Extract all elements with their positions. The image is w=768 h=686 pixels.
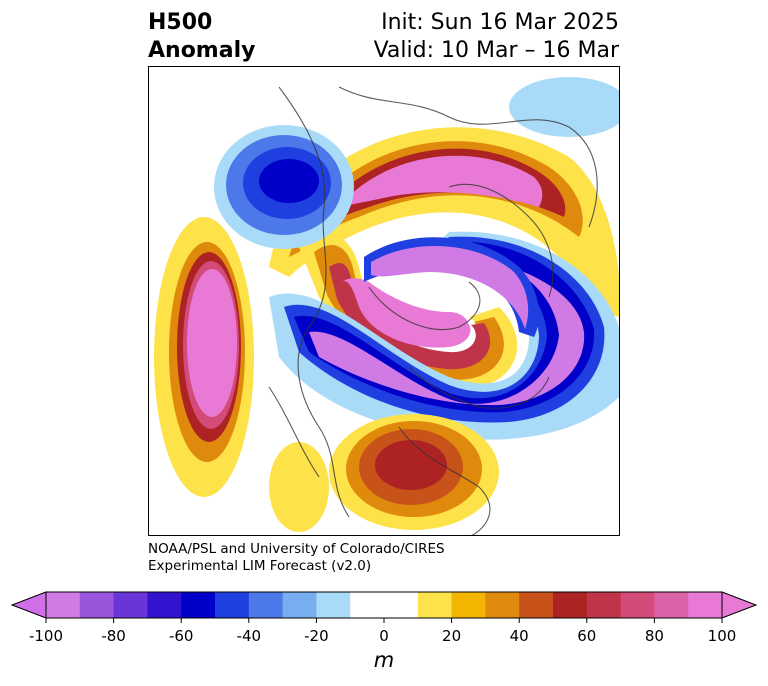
- colorbar-max-arrow: [721, 591, 758, 619]
- colorbar-tick-label: 60: [577, 627, 597, 645]
- colorbar-unit: m: [373, 648, 395, 672]
- colorbar-bin: [417, 592, 453, 618]
- map-title: H500 Anomaly: [148, 9, 255, 65]
- europe-negative-anomaly: [509, 77, 619, 137]
- colorbar-tick-label: -20: [304, 627, 329, 645]
- colorbar-bin: [688, 592, 723, 618]
- colorbar-tick-label: 40: [509, 627, 529, 645]
- credit-line-1: NOAA/PSL and University of Colorado/CIRE…: [148, 541, 445, 557]
- colorbar: [10, 591, 758, 623]
- title-line-2: Anomaly: [148, 38, 256, 63]
- atlantic-negative-anomaly: [269, 231, 619, 440]
- colorbar-bin: [586, 592, 622, 618]
- colorbar-bin: [553, 592, 588, 618]
- canada-positive-anomaly: [299, 233, 518, 389]
- anomaly-map-canvas: [154, 77, 619, 535]
- colorbar-bin: [350, 592, 385, 618]
- colorbar-bin: [282, 592, 317, 618]
- colorbar-bin: [79, 592, 115, 618]
- colorbar-bin: [384, 592, 419, 618]
- coastlines: [268, 86, 598, 535]
- colorbar-bin: [147, 592, 182, 618]
- init-date: Init: Sun 16 Mar 2025: [381, 10, 619, 35]
- title-line-1: H500: [148, 10, 213, 35]
- colorbar-bin: [215, 592, 250, 618]
- colorbar-tick-label: -40: [236, 627, 262, 645]
- colorbar-bin: [519, 592, 554, 618]
- colorbar-bin: [485, 592, 520, 618]
- colorbar-bin: [46, 592, 81, 618]
- colorbar-bin: [181, 592, 216, 618]
- southern-positive-anomaly: [269, 414, 499, 532]
- colorbar-bin: [316, 592, 351, 618]
- arctic-positive-anomaly: [269, 127, 619, 317]
- colorbar-bin: [620, 592, 655, 618]
- colorbar-ticks: [45, 618, 723, 623]
- alaska-negative-anomaly: [214, 125, 354, 249]
- colorbar-tick-label: 80: [644, 627, 664, 645]
- colorbar-bin: [113, 592, 148, 618]
- colorbar-bin: [654, 592, 689, 618]
- colorbar-tick-label: 100: [707, 627, 737, 645]
- pacific-positive-anomaly: [154, 217, 254, 497]
- colorbar-bin: [248, 592, 284, 618]
- colorbar-bins: [46, 592, 723, 618]
- colorbar-min-arrow: [10, 591, 47, 619]
- colorbar-tick-label: -60: [168, 627, 194, 645]
- colorbar-tick-label: -80: [101, 627, 126, 645]
- colorbar-tick-label: 0: [379, 627, 389, 645]
- valid-range: Valid: 10 Mar – 16 Mar: [373, 38, 619, 63]
- colorbar-tick-label: 20: [442, 627, 462, 645]
- credit-line-2: Experimental LIM Forecast (v2.0): [148, 558, 372, 574]
- colorbar-bin: [451, 592, 486, 618]
- anomaly-map: [148, 66, 620, 536]
- forecast-dates: Init: Sun 16 Mar 2025 Valid: 10 Mar – 16…: [374, 9, 619, 65]
- credit-text: NOAA/PSL and University of Colorado/CIRE…: [148, 541, 445, 575]
- colorbar-tick-label: -100: [28, 627, 64, 645]
